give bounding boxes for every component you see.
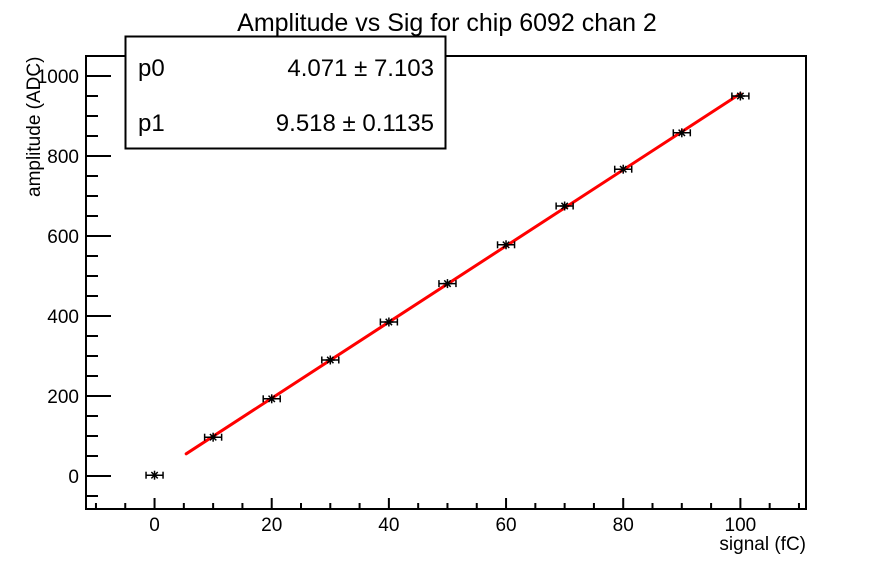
marker-spoke: [209, 433, 217, 441]
x-tick-label: 0: [149, 515, 160, 536]
marker-spoke: [619, 165, 627, 173]
marker-spoke: [385, 318, 393, 326]
x-axis-title: signal (fC): [719, 534, 806, 555]
data-point-marker: [731, 91, 750, 101]
stats-p0-value: 4.071 ± 7.103: [287, 55, 434, 82]
y-tick-label: 600: [47, 227, 79, 248]
stats-box-frame: [124, 35, 447, 150]
y-tick-label: 400: [47, 307, 79, 328]
data-point-marker: [672, 128, 692, 138]
data-points: [145, 91, 750, 480]
data-point-marker: [496, 240, 516, 250]
y-axis-title: amplitude (ADC): [24, 57, 45, 197]
marker-spoke: [150, 471, 159, 479]
y-tick-label: 800: [47, 147, 79, 168]
y-axis-ticks: 0 200 400 600 800 1000: [37, 55, 111, 497]
data-point-marker: [321, 355, 340, 365]
y-tick-label: 1000: [37, 67, 79, 88]
y-tick-label: 0: [68, 467, 79, 488]
data-point-marker: [555, 201, 574, 211]
chart-title: Amplitude vs Sig for chip 6092 chan 2: [237, 9, 657, 37]
data-point-marker: [613, 164, 633, 174]
marker-spoke: [443, 279, 452, 288]
stats-box: p0 4.071 ± 7.103 p1 9.518 ± 0.1135: [124, 35, 447, 150]
marker-spoke: [502, 241, 510, 249]
x-tick-label: 60: [495, 515, 516, 536]
stats-p1-name: p1: [138, 110, 165, 137]
data-point-marker: [203, 432, 223, 442]
fit-line: [184, 92, 742, 456]
x-tick-label: 100: [725, 515, 757, 536]
stats-p1-value: 9.518 ± 0.1135: [276, 110, 434, 137]
x-tick-label: 20: [261, 515, 282, 536]
data-point-marker: [145, 470, 164, 480]
marker-spoke: [560, 202, 569, 210]
marker-spoke: [267, 395, 276, 403]
data-point-marker: [379, 317, 399, 327]
stats-p0-name: p0: [138, 55, 165, 82]
marker-spoke: [736, 92, 745, 100]
x-axis-ticks: 0 20 40 60 80 100: [94, 498, 800, 536]
y-tick-label: 200: [47, 387, 79, 408]
x-tick-label: 40: [378, 515, 399, 536]
marker-spoke: [326, 356, 335, 364]
data-point-marker: [438, 279, 457, 289]
marker-spoke: [678, 129, 686, 137]
x-tick-label: 80: [613, 515, 634, 536]
data-point-marker: [262, 394, 281, 404]
